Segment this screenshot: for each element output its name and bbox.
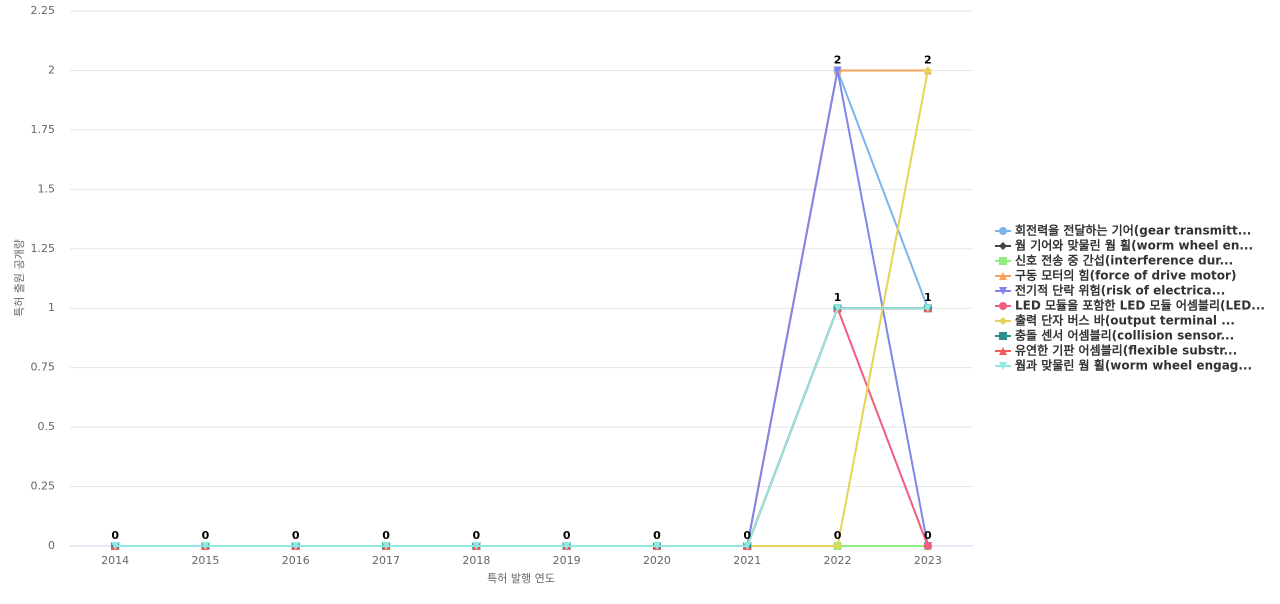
x-tick-label: 2020 xyxy=(643,554,671,567)
legend-marker xyxy=(999,317,1007,325)
series-line xyxy=(115,307,928,547)
legend-marker xyxy=(999,362,1007,370)
y-tick-label: 0.5 xyxy=(38,420,56,433)
x-tick-label: 2023 xyxy=(914,554,942,567)
legend-marker xyxy=(999,347,1007,355)
legend-marker xyxy=(999,257,1007,265)
x-tick-label: 2017 xyxy=(372,554,400,567)
legend-label: 구동 모터의 힘(force of drive motor) xyxy=(1015,268,1236,283)
legend-label: 웜 기어와 맞물린 웜 휠(worm wheel en... xyxy=(1015,238,1253,253)
point-marker xyxy=(833,542,842,550)
point-marker xyxy=(382,542,391,550)
point-marker xyxy=(923,304,932,313)
legend-marker xyxy=(999,227,1007,235)
point-marker xyxy=(923,66,932,75)
y-tick-label: 1 xyxy=(48,301,55,314)
legend-marker xyxy=(999,287,1007,295)
data-label: 2 xyxy=(924,53,932,66)
data-label: 0 xyxy=(834,529,842,542)
point-marker xyxy=(472,542,481,550)
legend-marker xyxy=(999,332,1007,340)
data-label: 0 xyxy=(382,529,390,542)
legend-marker xyxy=(999,302,1007,310)
legend-label: 출력 단자 버스 바(output terminal ... xyxy=(1015,313,1235,328)
point-marker xyxy=(833,304,842,313)
legend-label: 웜과 맞물린 웜 휠(worm wheel engag... xyxy=(1015,358,1252,373)
x-tick-label: 2019 xyxy=(553,554,581,567)
x-tick-label: 2016 xyxy=(282,554,310,567)
legend-label: 전기적 단락 위험(risk of electrica... xyxy=(1015,283,1225,298)
point-marker xyxy=(562,542,571,550)
legend-label: 신호 전송 중 간섭(interference dur... xyxy=(1015,253,1233,268)
point-marker xyxy=(652,542,661,550)
data-label: 0 xyxy=(473,529,481,542)
data-label: 0 xyxy=(111,529,119,542)
legend-marker xyxy=(999,242,1007,250)
point-marker xyxy=(743,542,752,550)
point-marker xyxy=(833,66,842,75)
y-tick-label: 1.5 xyxy=(38,182,56,195)
y-axis-title: 특허 출원 공개량 xyxy=(13,239,26,317)
x-tick-label: 2018 xyxy=(462,554,490,567)
legend-label: LED 모듈을 포함한 LED 모듈 어셈블리(LED... xyxy=(1015,298,1265,313)
data-label: 1 xyxy=(834,291,842,304)
x-tick-label: 2014 xyxy=(101,554,129,567)
point-marker xyxy=(201,542,210,550)
x-axis-title: 특허 발행 연도 xyxy=(487,572,555,585)
y-tick-label: 0.25 xyxy=(31,480,56,493)
x-tick-label: 2022 xyxy=(824,554,852,567)
data-label: 0 xyxy=(563,529,571,542)
data-label: 1 xyxy=(924,291,932,304)
point-marker xyxy=(291,542,300,550)
x-tick-label: 2015 xyxy=(191,554,219,567)
data-label: 0 xyxy=(202,529,210,542)
legend-label: 회전력을 전달하는 기어(gear transmitt... xyxy=(1015,223,1251,238)
y-tick-label: 1.75 xyxy=(31,123,56,136)
y-tick-label: 0 xyxy=(48,539,55,552)
y-tick-label: 1.25 xyxy=(31,242,56,255)
data-label: 2 xyxy=(834,53,842,66)
legend-label: 충돌 센서 어셈블리(collision sensor... xyxy=(1015,328,1234,343)
data-label: 0 xyxy=(653,529,661,542)
data-label: 0 xyxy=(743,529,751,542)
y-tick-label: 2 xyxy=(48,63,55,76)
y-tick-label: 2.25 xyxy=(31,4,56,17)
data-label: 0 xyxy=(292,529,300,542)
point-marker xyxy=(111,542,120,550)
x-tick-label: 2021 xyxy=(733,554,761,567)
legend-label: 유연한 기판 어셈블리(flexible substr... xyxy=(1015,343,1237,358)
y-tick-label: 0.75 xyxy=(31,361,56,374)
data-label: 0 xyxy=(924,529,932,542)
legend-marker xyxy=(999,272,1007,280)
point-marker xyxy=(923,542,932,550)
